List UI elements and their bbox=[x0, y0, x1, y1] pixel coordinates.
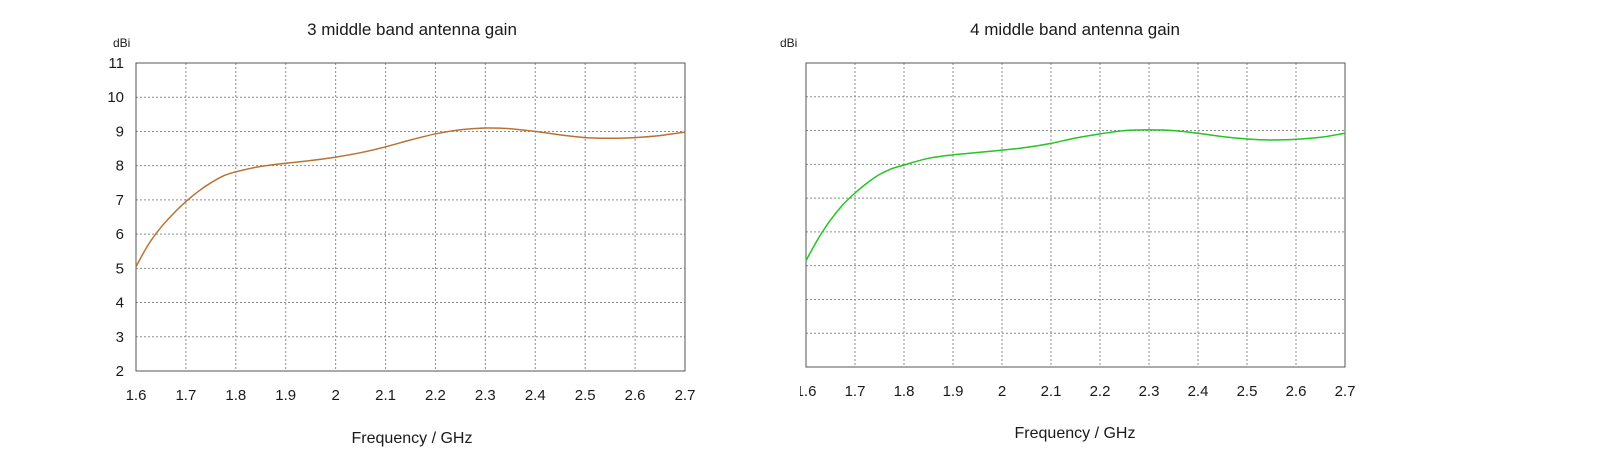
chart-panel-4-middle-band: 4 middle band antenna gain dBi 1.6 1.7 1.8… bbox=[780, 0, 1600, 476]
y-tick-label: 2 bbox=[116, 363, 124, 380]
plot-frame bbox=[135, 62, 686, 372]
x-tick-label: 2.7 bbox=[675, 387, 696, 404]
chart-plot-area: 1.61.71.81.922.12.22.32.42.52.62.7234567… bbox=[800, 62, 1356, 400]
x-tick-label: 2.5 bbox=[575, 387, 596, 404]
chart-panel-3-middle-band: 3 middle band antenna gain dBi 1.6 1.7 1.8… bbox=[107, 20, 696, 447]
x-tick-label: 2 bbox=[998, 383, 1006, 400]
chart-title: 3 middle band antenna gain bbox=[307, 20, 517, 39]
plot-frame bbox=[805, 62, 1346, 368]
x-tick-label: 1.6 bbox=[126, 387, 147, 404]
y-tick-label: 10 bbox=[107, 89, 124, 106]
y-tick-label: 4 bbox=[116, 295, 124, 312]
x-tick-label: 2.3 bbox=[1139, 383, 1160, 400]
y-axis-unit: dBi bbox=[780, 36, 798, 50]
gain-series-line bbox=[135, 127, 686, 267]
y-tick-label: 8 bbox=[116, 158, 124, 175]
x-tick-label: 1.9 bbox=[275, 387, 296, 404]
y-tick-label: 7 bbox=[116, 192, 124, 209]
x-tick-label: 2.6 bbox=[1286, 383, 1307, 400]
x-tick-label: 2.2 bbox=[1090, 383, 1111, 400]
x-tick-label: 1.7 bbox=[175, 387, 196, 404]
x-tick-label: 1.9 bbox=[943, 383, 964, 400]
x-tick-label: 2.3 bbox=[475, 387, 496, 404]
y-tick-label: 9 bbox=[116, 123, 124, 140]
x-tick-label: 2.4 bbox=[1188, 383, 1209, 400]
y-tick-label: 11 bbox=[108, 55, 124, 72]
x-tick-label: 1.8 bbox=[894, 383, 915, 400]
x-tick-label: 2.2 bbox=[425, 387, 446, 404]
chart-title: 4 middle band antenna gain bbox=[970, 20, 1180, 39]
x-tick-label: 2.6 bbox=[625, 387, 646, 404]
x-tick-label: 1.8 bbox=[225, 387, 246, 404]
x-tick-label: 2 bbox=[331, 387, 339, 404]
x-tick-label: 2.7 bbox=[1335, 383, 1356, 400]
x-tick-label: 2.5 bbox=[1237, 383, 1258, 400]
y-tick-label: 6 bbox=[116, 226, 124, 243]
y-tick-label: 5 bbox=[116, 260, 124, 277]
y-tick-label: 3 bbox=[116, 329, 124, 346]
x-tick-label: 2.4 bbox=[525, 387, 546, 404]
x-axis-label: Frequency / GHz bbox=[1014, 425, 1136, 442]
y-axis-unit: dBi bbox=[113, 36, 131, 50]
chart-plot-area: 1.6 1.7 1.8 1.9 2 2.1 2.2 2.3 2.4 2.5 2.6 2.7 2 3 4 5 6 7… bbox=[107, 55, 696, 404]
gain-series-line bbox=[805, 129, 1346, 261]
x-tick-label: 1.6 bbox=[800, 383, 816, 400]
x-tick-label: 1.7 bbox=[845, 383, 866, 400]
x-tick-label: 2.1 bbox=[1041, 383, 1062, 400]
x-tick-label: 2.1 bbox=[375, 387, 396, 404]
x-axis-label: Frequency / GHz bbox=[351, 430, 473, 447]
